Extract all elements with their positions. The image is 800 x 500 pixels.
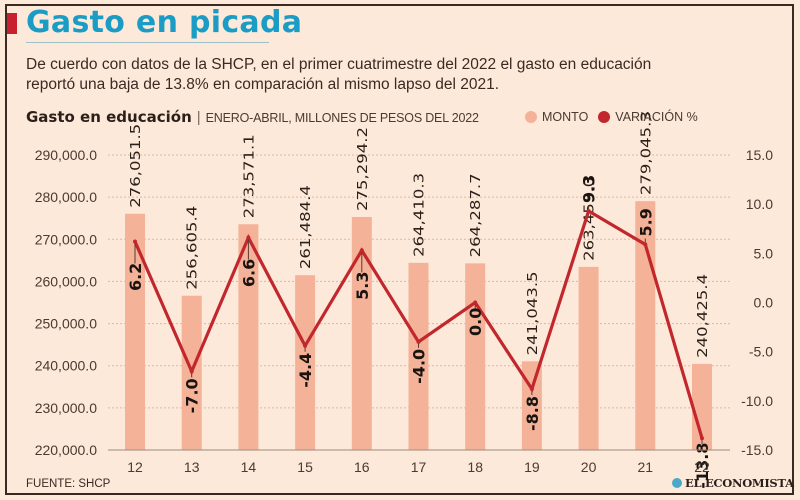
- bar-monto: [351, 216, 372, 450]
- variation-value-label: -4.4: [296, 353, 315, 388]
- subtitle: De cuerdo con datos de la SHCP, en el pr…: [26, 55, 786, 95]
- bar-value-label: 263,453.0: [583, 177, 598, 261]
- title-accent-bar: [7, 13, 17, 34]
- legend: MONTO VARIACIÓN %: [525, 110, 708, 124]
- variation-point: [303, 343, 308, 348]
- right-axis-tick-label: -10.0: [741, 393, 773, 409]
- variation-line-layer: [133, 208, 704, 441]
- page-title: Gasto en picada: [26, 5, 303, 40]
- x-axis-tick-label: 18: [467, 459, 483, 475]
- x-axis-tick-label: 21: [638, 459, 654, 475]
- bar-value-label: 241,043.5: [526, 271, 541, 355]
- x-axis-tick-label: 16: [354, 459, 370, 475]
- variation-point: [643, 242, 648, 247]
- bar-monto: [295, 275, 316, 450]
- legend-item-monto: MONTO: [525, 110, 588, 124]
- bar-value-label: 276,051.5: [129, 124, 144, 208]
- brand-logo: EL ECONOMISTA: [672, 476, 794, 490]
- x-axis-tick-label: 22: [694, 459, 710, 475]
- legend-swatch-monto: [525, 111, 537, 123]
- variation-value-label: -4.0: [410, 349, 429, 384]
- variation-labels: 6.2 -7.0 6.6 -4.4 5.3 -4.0 0.0 -8.8 9.3 5.9 -13.8: [126, 175, 712, 489]
- chart-heading: Gasto en educación | ENERO-ABRIL, MILLONES…: [26, 108, 479, 126]
- legend-item-variacion: VARIACIÓN %: [598, 110, 698, 124]
- legend-label-monto: MONTO: [542, 110, 589, 124]
- source-note: FUENTE: SHCP: [26, 478, 111, 490]
- right-axis-tick-label: 10.0: [746, 196, 773, 212]
- x-axis-tick-label: 14: [241, 459, 257, 475]
- bar-value-label: 261,484.4: [299, 185, 314, 269]
- variation-point: [416, 339, 421, 344]
- chart-description: ENERO-ABRIL, MILLONES DE PESOS DEL 2022: [205, 111, 479, 125]
- variation-value-label: -7.0: [183, 378, 202, 413]
- left-axis-tick-label: 250,000.0: [35, 316, 97, 332]
- variation-value-label: 5.9: [636, 208, 655, 236]
- left-axis-tick-label: 290,000.0: [35, 147, 97, 163]
- brand-logo-icon: [672, 478, 682, 488]
- variation-point: [529, 387, 534, 392]
- x-axis-tick-label: 19: [524, 459, 540, 475]
- legend-label-variacion: VARIACIÓN %: [615, 110, 698, 124]
- subtitle-line-1: De cuerdo con datos de la SHCP, en el pr…: [26, 56, 652, 73]
- variation-value-label: -8.8: [523, 396, 542, 431]
- bar-monto: [125, 213, 145, 450]
- bar-value-label: 264,287.7: [469, 173, 484, 257]
- x-axis-tick-label: 12: [127, 459, 143, 475]
- left-axis-tick-label: 220,000.0: [35, 442, 97, 458]
- right-axis: 15.0 10.0 5.0 0.0 -5.0 -10.0 -15.0: [741, 147, 773, 458]
- bar-value-label: 264,410.3: [413, 173, 428, 257]
- bar-monto: [692, 363, 712, 450]
- right-axis-tick-label: -15.0: [741, 442, 773, 458]
- right-axis-tick-label: 0.0: [754, 295, 774, 311]
- bar-monto: [408, 262, 429, 450]
- bar-value-label: 273,571.1: [242, 134, 257, 218]
- left-axis-tick-label: 280,000.0: [35, 189, 97, 205]
- right-axis-tick-label: 5.0: [754, 245, 774, 261]
- bar-value-label: 279,045.3: [639, 111, 654, 195]
- bar-monto: [578, 266, 599, 450]
- left-axis-tick-label: 270,000.0: [35, 231, 97, 247]
- right-axis-tick-label: -5.0: [749, 344, 773, 360]
- x-axis: 12 13 14 15 16 17 18 19 20 21 22: [108, 449, 730, 475]
- right-axis-tick-label: 15.0: [746, 147, 773, 163]
- variation-value-label: 6.2: [126, 263, 145, 291]
- x-axis-tick-label: 15: [297, 459, 313, 475]
- bars: [125, 201, 712, 450]
- variation-point: [473, 300, 478, 305]
- variation-value-label: -13.8: [693, 443, 712, 489]
- x-axis-tick-label: 20: [581, 459, 597, 475]
- bar-monto: [465, 263, 486, 450]
- brand-name: EL ECONOMISTA: [685, 476, 794, 490]
- variation-point: [189, 369, 194, 374]
- variation-value-label: 9.3: [580, 175, 599, 203]
- variation-point: [700, 436, 704, 441]
- left-axis-tick-label: 240,000.0: [35, 358, 97, 374]
- variation-value-label: 5.3: [353, 272, 372, 300]
- left-axis-tick-label: 260,000.0: [35, 273, 97, 289]
- bar-monto: [238, 224, 259, 450]
- title-underline: [26, 42, 269, 43]
- x-axis-tick-label: 13: [184, 459, 200, 475]
- left-axis: 290,000.0 280,000.0 270,000.0 260,000.0 250,…: [35, 147, 97, 458]
- variation-point: [133, 239, 137, 244]
- x-axis-tick-label: 17: [411, 459, 427, 475]
- subtitle-line-2: reportó una baja de 13.8% en comparación…: [26, 76, 500, 93]
- variation-point: [246, 235, 251, 240]
- chart-title: Gasto en educación: [26, 108, 192, 126]
- bar-labels: 276,051.5 256,605.4 273,571.1 261,484.4 275,…: [129, 111, 711, 358]
- bar-value-label: 275,294.2: [356, 127, 371, 211]
- variation-point: [359, 248, 364, 253]
- variation-value-label: 0.0: [466, 308, 485, 336]
- bar-value-label: 240,425.4: [696, 274, 711, 358]
- variation-value-label: 6.6: [239, 259, 258, 287]
- bar-value-label: 256,605.4: [186, 206, 201, 290]
- heading-separator: |: [196, 109, 201, 126]
- variation-point: [586, 209, 591, 214]
- legend-swatch-variacion: [598, 111, 611, 123]
- left-axis-tick-label: 230,000.0: [35, 400, 97, 416]
